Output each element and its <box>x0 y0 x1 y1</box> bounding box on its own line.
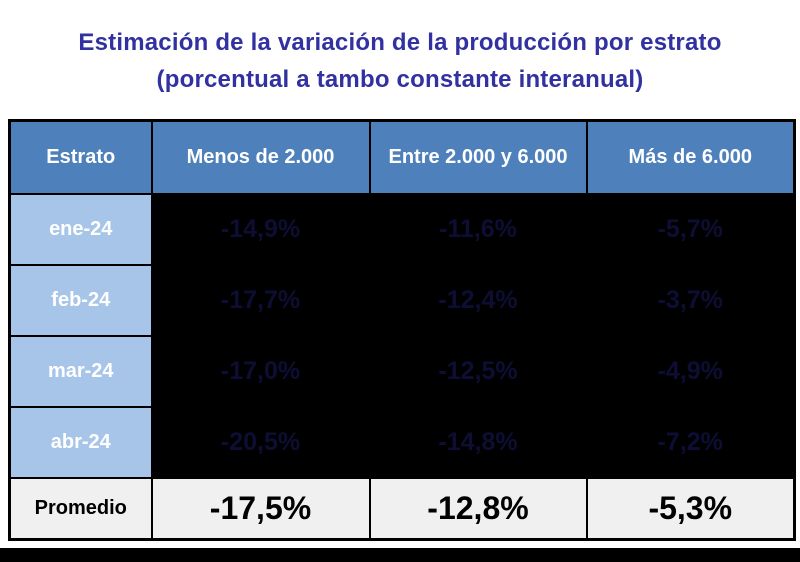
title-line-2: (porcentual a tambo constante interanual… <box>156 66 644 93</box>
figure-title: Estimación de la variación de la producc… <box>0 24 800 98</box>
col-header-entre-2000-6000: Entre 2.000 y 6.000 <box>368 119 588 195</box>
table-row-mar-24: mar-24 -17,0% -12,5% -4,9% <box>8 334 796 408</box>
value-cell: -12,5% <box>368 334 588 408</box>
value-cell: -17,7% <box>150 263 371 337</box>
table-row-feb-24: feb-24 -17,7% -12,4% -3,7% <box>8 263 796 337</box>
value-cell: -3,7% <box>585 263 796 337</box>
summary-row-promedio: Promedio -17,5% -12,8% -5,3% <box>8 476 796 541</box>
value-cell: -20,5% <box>150 405 371 479</box>
summary-value-cell: -17,5% <box>150 476 371 541</box>
value-cell: -17,0% <box>150 334 371 408</box>
row-label: ene-24 <box>8 192 153 266</box>
value-cell: -11,6% <box>368 192 588 266</box>
bottom-black-bar <box>0 548 800 562</box>
title-line-1: Estimación de la variación de la producc… <box>78 29 722 56</box>
production-variation-table: Estrato Menos de 2.000 Entre 2.000 y 6.0… <box>8 119 796 541</box>
value-cell: -7,2% <box>585 405 796 479</box>
summary-value-cell: -12,8% <box>368 476 588 541</box>
col-header-menos-2000: Menos de 2.000 <box>150 119 371 195</box>
row-label: abr-24 <box>8 405 153 479</box>
table-row-abr-24: abr-24 -20,5% -14,8% -7,2% <box>8 405 796 479</box>
summary-label: Promedio <box>8 476 153 541</box>
row-label: mar-24 <box>8 334 153 408</box>
value-cell: -12,4% <box>368 263 588 337</box>
col-header-mas-6000: Más de 6.000 <box>585 119 796 195</box>
summary-value-cell: -5,3% <box>585 476 796 541</box>
value-cell: -4,9% <box>585 334 796 408</box>
value-cell: -5,7% <box>585 192 796 266</box>
col-header-estrato: Estrato <box>8 119 153 195</box>
row-label: feb-24 <box>8 263 153 337</box>
table-row-ene-24: ene-24 -14,9% -11,6% -5,7% <box>8 192 796 266</box>
value-cell: -14,8% <box>368 405 588 479</box>
header-row: Estrato Menos de 2.000 Entre 2.000 y 6.0… <box>8 119 796 195</box>
value-cell: -14,9% <box>150 192 371 266</box>
